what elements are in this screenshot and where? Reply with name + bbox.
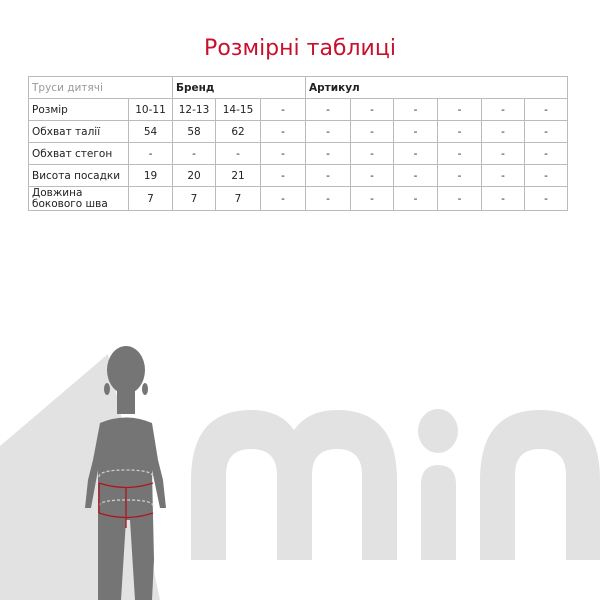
table-cell: 62 (215, 120, 261, 143)
table-cell: - (393, 98, 438, 121)
page-title: Розмірні таблиці (204, 36, 396, 61)
row-label: Обхват талії (28, 120, 129, 143)
table-cell: - (437, 186, 482, 211)
table-cell: - (260, 120, 306, 143)
table-cell: - (260, 164, 306, 187)
table-row: Розмір 10-11 12-13 14-15- - - - - - - (28, 98, 568, 121)
table-cell: - (481, 186, 525, 211)
table-cell: 19 (128, 164, 173, 187)
row-label: Довжина бокового шва (28, 186, 129, 211)
min-logo (191, 409, 600, 560)
brand-header: Бренд (172, 76, 306, 99)
table-cell: - (260, 98, 306, 121)
table-cell: 58 (172, 120, 216, 143)
table-cell: - (437, 142, 482, 165)
table-cell: - (481, 120, 525, 143)
table-cell: - (481, 164, 525, 187)
table-row: Висота посадки 19 20 21- - - - - - - (28, 164, 568, 187)
table-cell: 14-15 (215, 98, 261, 121)
table-cell: - (524, 186, 568, 211)
table-cell: - (393, 164, 438, 187)
table-cell: - (350, 98, 394, 121)
table-cell: - (305, 98, 351, 121)
product-type: Труси дитячі (28, 76, 173, 99)
table-cell: 20 (172, 164, 216, 187)
row-label: Розмір (28, 98, 129, 121)
table-cell: 7 (128, 186, 173, 211)
table-cell: 7 (172, 186, 216, 211)
table-cell: - (350, 120, 394, 143)
row-label: Висота посадки (28, 164, 129, 187)
measurement-lines (98, 469, 154, 528)
table-cell: - (172, 142, 216, 165)
row-label: Обхват стегон (28, 142, 129, 165)
table-cell: - (524, 142, 568, 165)
table-cell: - (524, 164, 568, 187)
table-cell: - (305, 164, 351, 187)
table-cell: - (393, 186, 438, 211)
table-cell: - (481, 142, 525, 165)
table-cell: - (305, 120, 351, 143)
size-table: Труси дитячі Бренд Артикул Розмір 10-11 12… (28, 76, 568, 211)
table-header-row: Труси дитячі Бренд Артикул (28, 76, 568, 99)
table-cell: - (481, 98, 525, 121)
table-cell: - (393, 142, 438, 165)
table-cell: - (305, 142, 351, 165)
table-cell: - (524, 120, 568, 143)
table-cell: 7 (215, 186, 261, 211)
table-cell: - (437, 98, 482, 121)
table-cell: - (128, 142, 173, 165)
table-cell: - (260, 142, 306, 165)
table-cell: - (350, 164, 394, 187)
table-cell: 10-11 (128, 98, 173, 121)
table-row: Довжина бокового шва 7 7 7- - - - - - - (28, 186, 568, 211)
table-row: Обхват стегон - - - - - - - - - - (28, 142, 568, 165)
table-cell: - (524, 98, 568, 121)
table-cell: - (437, 164, 482, 187)
table-cell: - (437, 120, 482, 143)
table-cell: - (260, 186, 306, 211)
table-row: Обхват талії 54 58 62- - - - - - - (28, 120, 568, 143)
table-cell: - (350, 186, 394, 211)
table-cell: 21 (215, 164, 261, 187)
table-cell: - (305, 186, 351, 211)
table-cell: - (215, 142, 261, 165)
table-cell: 54 (128, 120, 173, 143)
table-cell: - (393, 120, 438, 143)
table-cell: 12-13 (172, 98, 216, 121)
article-header: Артикул (305, 76, 568, 99)
table-cell: - (350, 142, 394, 165)
